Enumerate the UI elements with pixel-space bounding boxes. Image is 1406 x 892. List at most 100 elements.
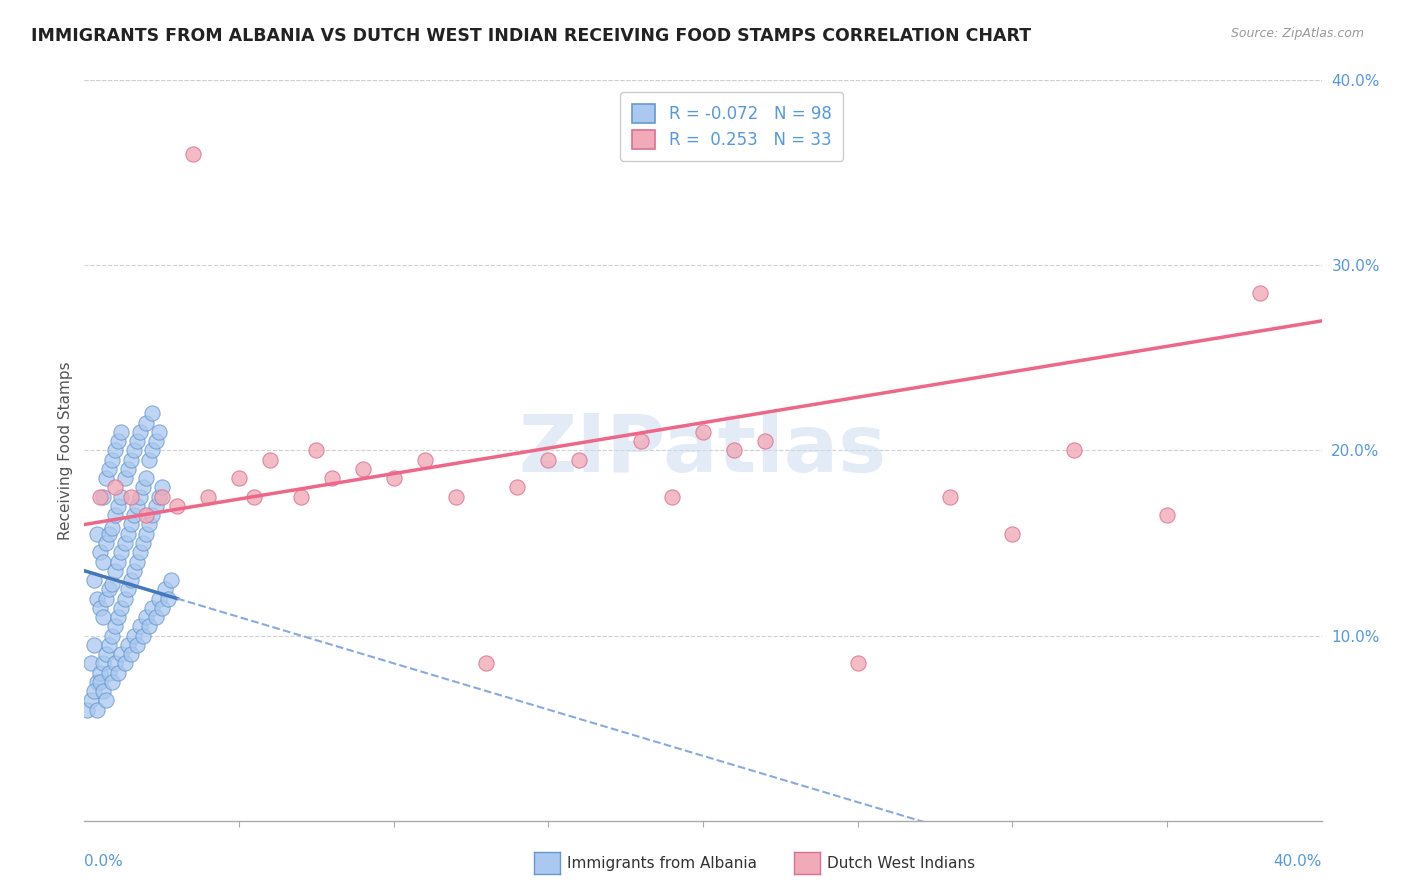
Point bbox=[145, 499, 167, 513]
Point bbox=[125, 434, 148, 449]
Point bbox=[259, 452, 281, 467]
Point bbox=[101, 521, 124, 535]
Point bbox=[79, 693, 101, 707]
Point bbox=[138, 517, 160, 532]
Point bbox=[107, 610, 129, 624]
Point bbox=[114, 591, 136, 606]
Point bbox=[692, 425, 714, 439]
Point bbox=[148, 425, 170, 439]
Point bbox=[135, 610, 157, 624]
Point bbox=[91, 554, 114, 569]
Point bbox=[101, 674, 124, 689]
Point bbox=[98, 526, 121, 541]
Point bbox=[91, 684, 114, 698]
Point bbox=[104, 619, 127, 633]
Point bbox=[145, 610, 167, 624]
Point bbox=[101, 452, 124, 467]
Point bbox=[129, 545, 152, 559]
Point bbox=[150, 481, 173, 495]
Point bbox=[114, 536, 136, 550]
Point bbox=[104, 564, 127, 578]
Point bbox=[104, 508, 127, 523]
Point bbox=[125, 638, 148, 652]
Point bbox=[83, 638, 105, 652]
Point bbox=[91, 490, 114, 504]
Point bbox=[94, 471, 117, 485]
Point bbox=[110, 425, 132, 439]
Point bbox=[1249, 286, 1271, 301]
Point bbox=[145, 434, 167, 449]
Point bbox=[104, 481, 127, 495]
Point bbox=[754, 434, 776, 449]
Point bbox=[98, 462, 121, 476]
Point bbox=[352, 462, 374, 476]
Point bbox=[939, 490, 962, 504]
Text: 40.0%: 40.0% bbox=[1274, 854, 1322, 869]
Point bbox=[89, 674, 111, 689]
Point bbox=[94, 536, 117, 550]
Point bbox=[150, 490, 173, 504]
Point bbox=[110, 490, 132, 504]
Point bbox=[129, 619, 152, 633]
Point bbox=[83, 573, 105, 587]
Legend: R = -0.072   N = 98, R =  0.253   N = 33: R = -0.072 N = 98, R = 0.253 N = 33 bbox=[620, 92, 844, 161]
Text: ZIPatlas: ZIPatlas bbox=[519, 411, 887, 490]
Point bbox=[91, 657, 114, 671]
Point bbox=[122, 508, 145, 523]
Text: Immigrants from Albania: Immigrants from Albania bbox=[567, 856, 756, 871]
Point bbox=[107, 554, 129, 569]
Point bbox=[104, 443, 127, 458]
Point bbox=[141, 600, 163, 615]
Point bbox=[79, 657, 101, 671]
Point bbox=[846, 657, 869, 671]
Point bbox=[661, 490, 683, 504]
Point bbox=[148, 490, 170, 504]
Point bbox=[76, 703, 98, 717]
Point bbox=[141, 407, 163, 421]
Point bbox=[132, 536, 155, 550]
Point bbox=[135, 526, 157, 541]
Point bbox=[101, 628, 124, 642]
Point bbox=[125, 499, 148, 513]
Point bbox=[83, 684, 105, 698]
Point bbox=[86, 526, 108, 541]
Point bbox=[153, 582, 176, 597]
Point bbox=[148, 591, 170, 606]
Point bbox=[98, 665, 121, 680]
Point bbox=[89, 600, 111, 615]
Point bbox=[91, 610, 114, 624]
Point bbox=[117, 526, 139, 541]
Point bbox=[107, 434, 129, 449]
Point bbox=[101, 576, 124, 591]
Point bbox=[160, 573, 183, 587]
Text: Dutch West Indians: Dutch West Indians bbox=[827, 856, 974, 871]
Point bbox=[125, 554, 148, 569]
Point bbox=[290, 490, 312, 504]
Point bbox=[89, 490, 111, 504]
Point bbox=[120, 573, 142, 587]
Point bbox=[114, 657, 136, 671]
Point bbox=[506, 481, 529, 495]
Point bbox=[141, 508, 163, 523]
Point bbox=[120, 517, 142, 532]
Point bbox=[138, 452, 160, 467]
Point bbox=[89, 665, 111, 680]
Point bbox=[243, 490, 266, 504]
Point bbox=[117, 582, 139, 597]
Point bbox=[114, 471, 136, 485]
Text: Source: ZipAtlas.com: Source: ZipAtlas.com bbox=[1230, 27, 1364, 40]
Point bbox=[89, 545, 111, 559]
Point bbox=[197, 490, 219, 504]
Point bbox=[129, 425, 152, 439]
Point bbox=[568, 452, 591, 467]
Point bbox=[110, 600, 132, 615]
Point bbox=[141, 443, 163, 458]
Point bbox=[135, 471, 157, 485]
Point bbox=[135, 416, 157, 430]
Point bbox=[107, 665, 129, 680]
Point bbox=[413, 452, 436, 467]
Point bbox=[132, 628, 155, 642]
Point bbox=[1001, 526, 1024, 541]
Point bbox=[138, 619, 160, 633]
Point bbox=[104, 657, 127, 671]
